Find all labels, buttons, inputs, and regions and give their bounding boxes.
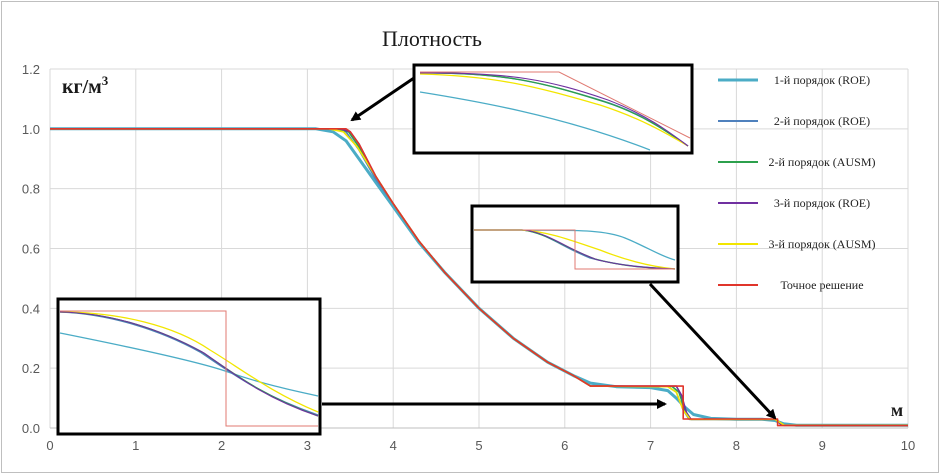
x-unit-label: м (891, 400, 903, 420)
legend-label-2: 2-й порядок (ROE) (774, 114, 870, 128)
y-tick-label: 1.2 (22, 62, 40, 77)
inset-top (412, 63, 694, 155)
legend-label-6: Точное решение (780, 278, 863, 292)
y-unit-label: кг/м3 (62, 73, 109, 98)
x-tick-label: 2 (218, 438, 225, 453)
y-unit-superscript: 3 (102, 73, 109, 88)
x-tick-label: 10 (901, 438, 915, 453)
arrow-top (350, 76, 415, 122)
series-line-6 (50, 128, 908, 427)
arrow-middle (648, 282, 777, 420)
series-layer (50, 127, 909, 427)
y-unit-base: кг/м (62, 76, 102, 98)
legend-label-4: 3-й порядок (ROE) (774, 196, 870, 210)
chart-title: Плотность (382, 26, 482, 51)
y-tick-label: 1.0 (22, 122, 40, 137)
legend-label-3: 2-й порядок (AUSM) (769, 155, 876, 169)
y-tick-label: 0.4 (22, 301, 40, 316)
legend: 1-й порядок (ROE) 2-й порядок (ROE) 2-й по… (718, 73, 875, 292)
tick-layer: 0.0 0.2 0.4 0.6 0.8 1.0 1.2 0 1 2 3 4 5 6 7 8 9 10 (22, 62, 915, 453)
inset-bottom (56, 297, 322, 436)
x-tick-label: 9 (819, 438, 826, 453)
x-tick-label: 4 (390, 438, 397, 453)
x-tick-label: 1 (132, 438, 139, 453)
inset-middle (470, 204, 680, 284)
legend-label-5: 3-й порядок (AUSM) (769, 237, 876, 251)
x-tick-label: 0 (46, 438, 53, 453)
y-tick-label: 0.8 (22, 182, 40, 197)
y-tick-label: 0.0 (22, 421, 40, 436)
x-tick-label: 8 (733, 438, 740, 453)
x-tick-label: 6 (561, 438, 568, 453)
x-tick-label: 7 (647, 438, 654, 453)
legend-label-1: 1-й порядок (ROE) (774, 73, 870, 87)
y-tick-label: 0.6 (22, 242, 40, 257)
y-tick-label: 0.2 (22, 361, 40, 376)
x-tick-label: 3 (304, 438, 311, 453)
x-tick-label: 5 (475, 438, 482, 453)
